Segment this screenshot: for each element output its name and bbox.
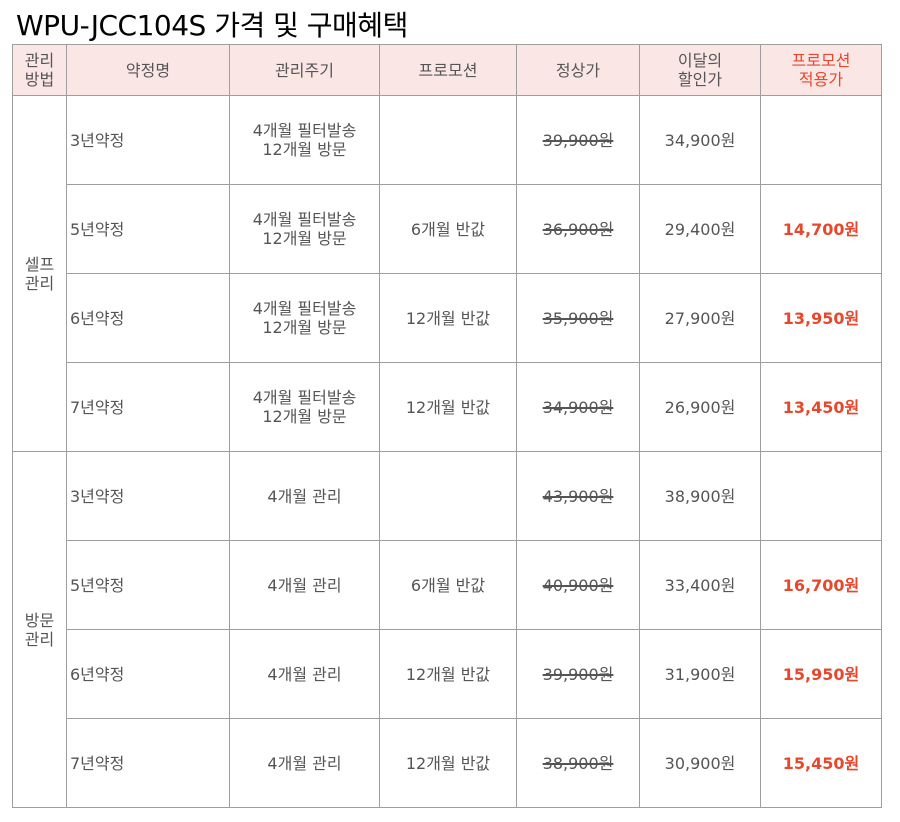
table-row: 6년약정 4개월 필터발송 12개월 방문 12개월 반값 35,900원 27,… [13, 273, 882, 363]
method-cell-self: 셀프 관리 [12, 95, 67, 452]
term-cell: 6년약정 [66, 629, 230, 719]
promo-price-cell: 13,950원 [760, 273, 882, 363]
promo-price-cell: 13,450원 [760, 362, 882, 452]
discount-price-cell: 31,900원 [639, 629, 761, 719]
term-cell: 6년약정 [66, 273, 230, 363]
header-method: 관리 방법 [12, 44, 67, 96]
term-cell: 3년약정 [66, 95, 230, 185]
promo-price-cell [760, 451, 882, 541]
regular-price-cell: 34,900원 [516, 362, 640, 452]
table-row: 7년약정 4개월 관리 12개월 반값 38,900원 30,900원 15,4… [13, 718, 882, 808]
promo-price-cell: 14,700원 [760, 184, 882, 274]
discount-price-cell: 26,900원 [639, 362, 761, 452]
cycle-cell: 4개월 관리 [229, 540, 380, 630]
header-row: 관리 방법 약정명 관리주기 프로모션 정상가 이달의 할인가 프로모션 적용가 [12, 44, 882, 96]
header-promo-price: 프로모션 적용가 [760, 44, 882, 96]
header-cycle: 관리주기 [229, 44, 380, 96]
regular-price-cell: 40,900원 [516, 540, 640, 630]
header-regular-price: 정상가 [516, 44, 640, 96]
table-row: 5년약정 4개월 관리 6개월 반값 40,900원 33,400원 16,70… [13, 540, 882, 630]
cycle-cell: 4개월 필터발송 12개월 방문 [229, 184, 380, 274]
table-row: 7년약정 4개월 필터발송 12개월 방문 12개월 반값 34,900원 26,… [13, 362, 882, 452]
promotion-cell: 6개월 반값 [379, 184, 517, 274]
cycle-cell: 4개월 관리 [229, 629, 380, 719]
table-row: 6년약정 4개월 관리 12개월 반값 39,900원 31,900원 15,9… [13, 629, 882, 719]
header-contract: 약정명 [66, 44, 230, 96]
discount-price-cell: 27,900원 [639, 273, 761, 363]
price-table: 관리 방법 약정명 관리주기 프로모션 정상가 이달의 할인가 프로모션 적용가 셀프… [12, 44, 882, 808]
discount-price-cell: 33,400원 [639, 540, 761, 630]
promotion-cell: 6개월 반값 [379, 540, 517, 630]
promo-price-cell: 15,450원 [760, 718, 882, 808]
discount-price-cell: 38,900원 [639, 451, 761, 541]
promo-price-cell: 15,950원 [760, 629, 882, 719]
table-row: 방문 관리 3년약정 4개월 관리 43,900원 38,900원 [12, 451, 882, 808]
regular-price-cell: 36,900원 [516, 184, 640, 274]
regular-price-cell: 39,900원 [516, 95, 640, 185]
regular-price-cell: 35,900원 [516, 273, 640, 363]
cycle-cell: 4개월 관리 [229, 718, 380, 808]
promotion-cell [379, 451, 517, 541]
promotion-cell: 12개월 반값 [379, 629, 517, 719]
discount-price-cell: 34,900원 [639, 95, 761, 185]
header-promotion: 프로모션 [379, 44, 517, 96]
cycle-cell: 4개월 필터발송 12개월 방문 [229, 273, 380, 363]
regular-price-cell: 39,900원 [516, 629, 640, 719]
term-cell: 5년약정 [66, 540, 230, 630]
discount-price-cell: 30,900원 [639, 718, 761, 808]
cycle-cell: 4개월 필터발송 12개월 방문 [229, 95, 380, 185]
promotion-cell: 12개월 반값 [379, 362, 517, 452]
table-row: 셀프 관리 3년약정 4개월 필터발송 12개월 방문 39,900원 34,900… [12, 95, 882, 452]
term-cell: 3년약정 [66, 451, 230, 541]
page-title: WPU-JCC104S 가격 및 구매혜택 [16, 9, 408, 42]
promotion-cell [379, 95, 517, 185]
cycle-cell: 4개월 필터발송 12개월 방문 [229, 362, 380, 452]
promotion-cell: 12개월 반값 [379, 273, 517, 363]
term-cell: 7년약정 [66, 362, 230, 452]
method-cell-visit: 방문 관리 [12, 451, 67, 808]
term-cell: 5년약정 [66, 184, 230, 274]
cycle-cell: 4개월 관리 [229, 451, 380, 541]
header-discount-price: 이달의 할인가 [639, 44, 761, 96]
term-cell: 7년약정 [66, 718, 230, 808]
regular-price-cell: 38,900원 [516, 718, 640, 808]
promo-price-cell: 16,700원 [760, 540, 882, 630]
promotion-cell: 12개월 반값 [379, 718, 517, 808]
promo-price-cell [760, 95, 882, 185]
table-row: 5년약정 4개월 필터발송 12개월 방문 6개월 반값 36,900원 29,4… [13, 184, 882, 274]
discount-price-cell: 29,400원 [639, 184, 761, 274]
regular-price-cell: 43,900원 [516, 451, 640, 541]
